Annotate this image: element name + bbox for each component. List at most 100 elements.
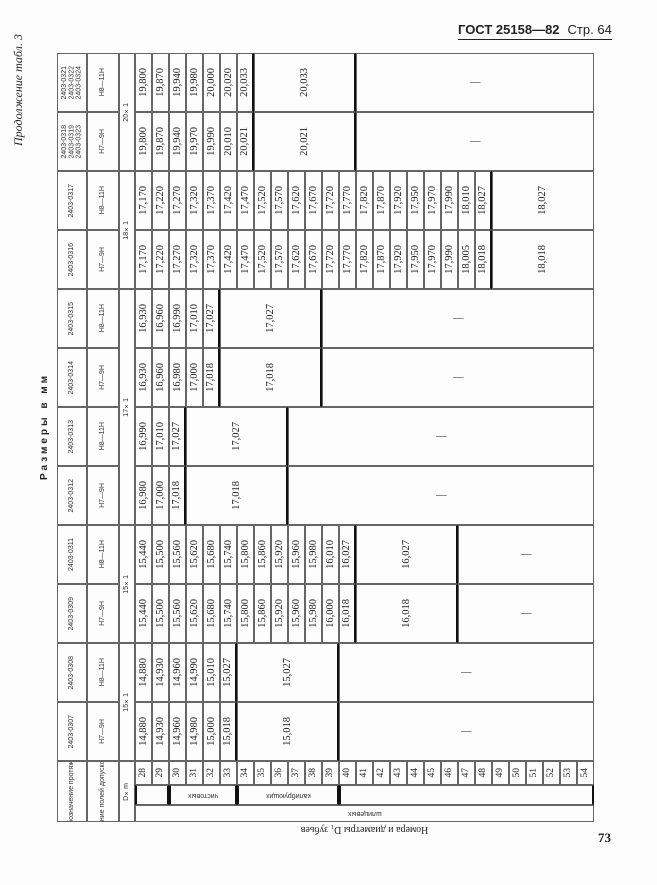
tolerance-cell: H8—11H [87, 643, 119, 702]
designation-line: 2403-0318 [60, 124, 68, 159]
dxm-cell: 15×1 [119, 525, 135, 643]
value-cell: 17,570 [271, 171, 288, 230]
row-number-cell: 51 [526, 761, 543, 785]
value-cell: 17,870 [373, 171, 390, 230]
value-cell: 19,990 [203, 112, 220, 171]
value-cell: 17,027 [203, 289, 220, 348]
not-applicable-cell-text: — [452, 372, 464, 383]
designation-line: 2403-0309 [68, 596, 76, 631]
row-group-0-text: чистовых [187, 791, 219, 799]
value-cell-text: 17,870 [375, 186, 387, 215]
value-cell-text: 14,960 [171, 658, 183, 687]
value-cell-text: 15,440 [137, 599, 149, 628]
merged-value-cell: 17,027 [220, 289, 322, 348]
designation-text: 2403-0321 2403-0322 2403-0324 [61, 66, 83, 99]
value-cell-text: 14,930 [154, 658, 166, 687]
dxm-cell: 15×1 [119, 643, 135, 761]
value-cell: 17,420 [220, 230, 237, 289]
merged-value-cell-text: 17,018 [264, 363, 276, 392]
value-cell-text: 15,010 [205, 658, 217, 687]
value-cell: 17,620 [288, 171, 305, 230]
designation-line: 2403-0317 [68, 183, 76, 218]
row-number-cell: 44 [407, 761, 424, 785]
value-cell: 17,018 [203, 348, 220, 407]
merged-value-cell: 15,018 [237, 702, 339, 761]
value-cell: 18,005 [458, 230, 475, 289]
value-cell: 15,800 [237, 584, 254, 643]
value-cell-text: 17,570 [273, 186, 285, 215]
value-cell: 19,870 [152, 112, 169, 171]
value-cell: 16,960 [152, 289, 169, 348]
value-cell: 17,270 [169, 230, 186, 289]
value-cell: 15,860 [254, 525, 271, 584]
value-cell: 18,010 [458, 171, 475, 230]
not-applicable-cell: — [288, 407, 594, 466]
row-group-cell [135, 785, 169, 805]
designation-line: 2403-0307 [68, 714, 76, 749]
value-cell: 17,220 [152, 171, 169, 230]
row-number-cell-text: 44 [409, 768, 420, 778]
value-cell-text: 15,860 [256, 599, 268, 628]
not-applicable-cell: — [458, 525, 594, 584]
not-applicable-cell: — [322, 348, 594, 407]
not-applicable-cell-text: — [461, 726, 472, 737]
not-applicable-cell: — [322, 289, 594, 348]
value-cell: 16,980 [135, 466, 152, 525]
value-cell: 15,560 [169, 584, 186, 643]
value-cell: 15,740 [220, 584, 237, 643]
row-number-cell-text: 48 [477, 768, 488, 778]
value-cell-text: 15,920 [273, 599, 285, 628]
row-number-cell-text: 36 [273, 768, 284, 778]
tolerance-cell: H8—11H [87, 171, 119, 230]
designation-text: 2403-0309 [68, 597, 75, 630]
value-cell: 14,990 [186, 643, 203, 702]
value-cell-text: 16,990 [171, 304, 183, 333]
tolerance-cell-text: H7—9H [99, 365, 107, 390]
designation-text: 2403-0318 2403-0319 2403-0323 [61, 125, 83, 158]
value-cell: 19,800 [135, 53, 152, 112]
not-applicable-cell: — [288, 466, 594, 525]
value-cell-text: 16,930 [137, 304, 149, 333]
row-number-cell-text: 39 [324, 768, 335, 778]
value-cell: 20,020 [220, 53, 237, 112]
value-cell: 19,870 [152, 53, 169, 112]
row-number-cell-text: 43 [392, 768, 403, 778]
value-cell-text: 17,470 [239, 186, 251, 215]
merged-value-cell-text: 15,018 [281, 717, 293, 746]
designation-cell: 2403-0316 [57, 230, 87, 289]
value-cell-text: 15,440 [137, 540, 149, 569]
value-cell-text: 14,880 [137, 658, 149, 687]
value-cell-text: 19,870 [154, 127, 166, 156]
designation-cell: 2403-0317 [57, 171, 87, 230]
value-cell: 17,950 [407, 230, 424, 289]
merged-value-cell: 18,027 [492, 171, 594, 230]
row-number-cell-text: 47 [460, 768, 471, 778]
value-cell-text: 17,027 [171, 422, 183, 451]
row-number-cell-text: 31 [188, 768, 199, 778]
row-number-cell-text: 29 [154, 768, 165, 778]
designation-line: 2403-0311 [68, 538, 76, 571]
tolerance-cell-text: H8—11H [99, 304, 107, 333]
value-cell: 19,970 [186, 112, 203, 171]
tolerance-cell-text: H8—11H [99, 422, 107, 451]
row-number-cell: 33 [220, 761, 237, 785]
row-number-cell: 52 [543, 761, 560, 785]
value-cell-text: 17,770 [341, 245, 353, 274]
value-cell-text: 17,570 [273, 245, 285, 274]
value-cell-text: 17,170 [137, 245, 149, 274]
value-cell: 17,520 [254, 171, 271, 230]
value-cell-text: 17,018 [205, 363, 217, 392]
value-cell: 20,033 [237, 53, 254, 112]
value-cell-text: 17,920 [392, 245, 404, 274]
designation-text: 2403-0314 [68, 361, 75, 394]
value-cell: 16,960 [152, 348, 169, 407]
value-cell-text: 17,370 [205, 186, 217, 215]
tolerance-cell-text: H7—9H [99, 483, 107, 508]
value-cell-text: 16,027 [341, 540, 353, 569]
row-number-cell-text: 33 [222, 768, 233, 778]
value-cell: 20,000 [203, 53, 220, 112]
value-cell: 17,370 [203, 230, 220, 289]
row-number-cell-text: 41 [358, 768, 369, 778]
dxm-cell-text: 20×1 [123, 102, 131, 122]
value-cell: 17,570 [271, 230, 288, 289]
